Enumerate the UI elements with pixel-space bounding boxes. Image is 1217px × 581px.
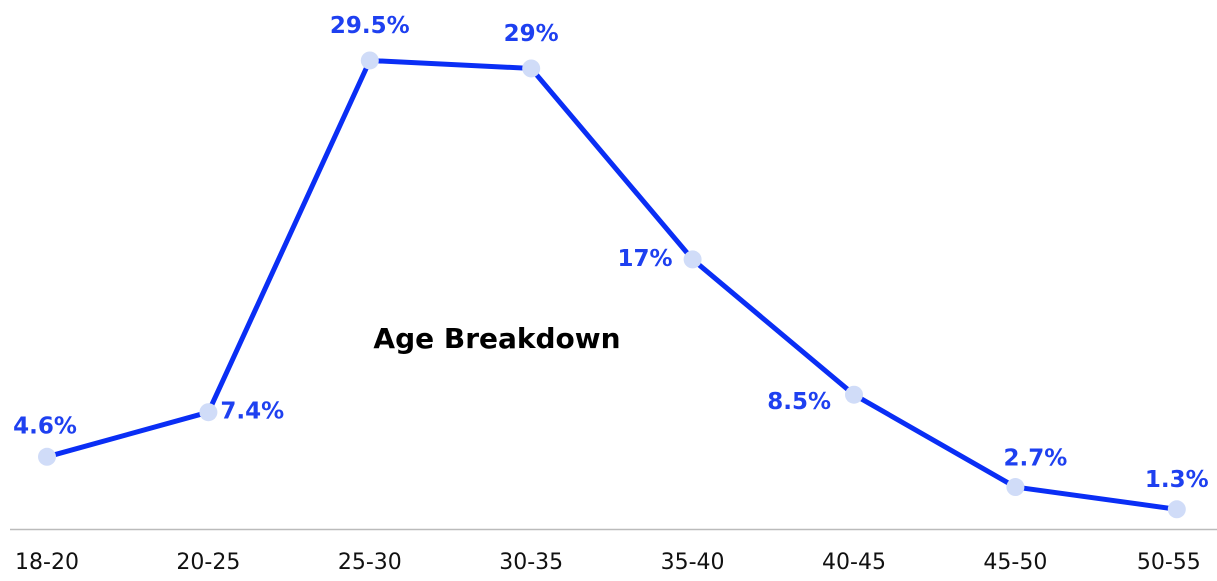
x-tick-label: 40-45	[822, 550, 886, 575]
x-tick-label: 50-55	[1137, 550, 1201, 575]
x-tick-label: 25-30	[338, 550, 402, 575]
data-label: 29%	[504, 21, 559, 47]
x-tick-label: 45-50	[983, 550, 1047, 575]
marker	[683, 250, 702, 269]
line	[46, 57, 1178, 512]
marker	[522, 59, 541, 78]
x-tick-label: 30-35	[499, 550, 563, 575]
marker	[845, 385, 863, 404]
x-tick-label: 20-25	[176, 550, 240, 575]
chart-title: Age Breakdown	[373, 322, 620, 355]
data-label: 17%	[618, 246, 673, 272]
x-tick-label: 35-40	[661, 550, 725, 575]
data-label: 7.4%	[220, 399, 284, 425]
marker	[1167, 500, 1186, 519]
marker	[1006, 478, 1025, 497]
data-label: 29.5%	[330, 13, 410, 39]
marker	[38, 447, 56, 466]
data-label: 2.7%	[1004, 446, 1068, 472]
x-tick-label: 18-20	[15, 550, 79, 575]
marker	[360, 51, 379, 70]
marker	[199, 403, 218, 422]
data-label: 8.5%	[767, 389, 831, 415]
data-label: 4.6%	[13, 413, 77, 439]
data-label: 1.3%	[1145, 467, 1209, 493]
